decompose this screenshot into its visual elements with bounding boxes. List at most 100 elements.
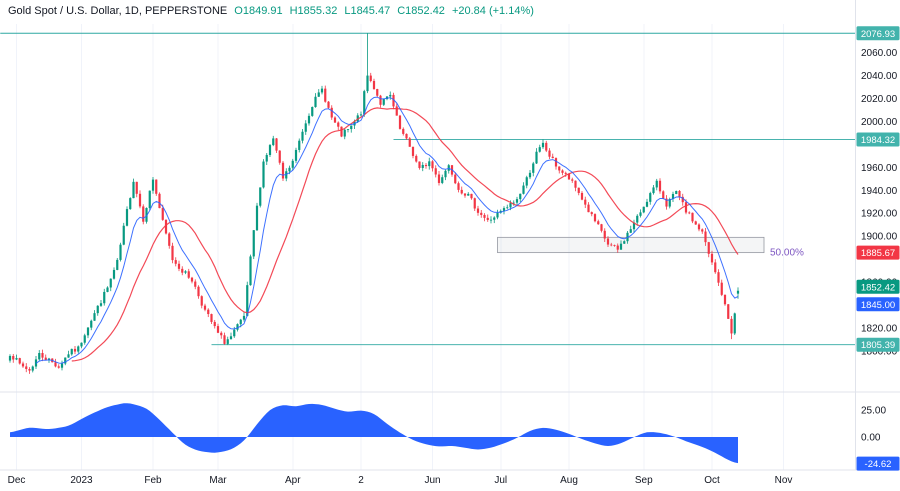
price-label[interactable]: 1845.00 (856, 297, 900, 312)
ohlc-close-value: C1852.42 (397, 5, 445, 17)
candle-body (229, 336, 233, 340)
candle-body (330, 107, 333, 118)
candle-body (366, 75, 369, 92)
price-tick-label: 1920.00 (861, 209, 898, 220)
time-axis[interactable]: Dec 2023 Feb Mar Apr 2 Jun Jul Aug Sep Oct Nov (8, 475, 793, 486)
candle-body (668, 198, 671, 207)
candle-body (519, 193, 522, 200)
candle-body (528, 172, 532, 178)
candle-body (60, 363, 64, 368)
time-tick-label: Mar (209, 475, 227, 486)
candle-body (600, 224, 603, 231)
candle-body (561, 170, 564, 173)
ma-fast-line[interactable] (35, 96, 739, 364)
candle-body (512, 202, 515, 204)
candle-body (262, 161, 265, 188)
ma-slow-line[interactable] (71, 107, 739, 362)
candle-body (697, 224, 701, 230)
candle-body (584, 199, 587, 205)
candle-body (116, 259, 119, 270)
candle-body (109, 278, 112, 288)
candle-body (597, 221, 600, 225)
candle-body (707, 242, 710, 254)
candle-body (200, 296, 203, 306)
candle-body (324, 88, 327, 102)
candle-body (554, 158, 558, 167)
candle-body (496, 212, 499, 218)
candle-body (736, 290, 740, 294)
candle-body (730, 318, 733, 334)
candle-body (96, 305, 99, 314)
candle-body (125, 209, 129, 226)
indicator-axis[interactable]: 25.00 0.00 -24.62 (856, 406, 900, 471)
candle-body (441, 177, 444, 183)
candle-body (194, 281, 197, 287)
horizontal-level-lines[interactable] (0, 32, 855, 346)
candle-body (272, 138, 275, 146)
candle-body (86, 327, 90, 336)
symbol-legend[interactable]: Gold Spot / U.S. Dollar, 1D, PEPPERSTONE… (8, 4, 534, 18)
price-label[interactable]: 2076.93 (856, 26, 900, 41)
fib-retracement-zone[interactable]: 50.00% (497, 236, 805, 259)
time-tick-label: Aug (560, 475, 578, 486)
svg-text:2076.93: 2076.93 (861, 29, 895, 40)
candle-body (577, 187, 580, 193)
time-tick-label: 2 (358, 475, 364, 486)
candle-body (428, 161, 431, 167)
candle-body (655, 180, 658, 188)
candle-body (223, 335, 226, 344)
candle-body (662, 191, 665, 199)
candle-body (12, 355, 15, 360)
candle-body (57, 366, 60, 368)
price-tick-label: 1800.00 (861, 346, 898, 357)
time-tick-label: Feb (144, 475, 162, 486)
price-tick-label: 1820.00 (861, 323, 898, 334)
candle-body (278, 150, 281, 163)
candle-body (25, 366, 28, 370)
price-label[interactable]: 1984.32 (856, 132, 900, 147)
candle-body (678, 190, 681, 197)
svg-text:-24.62: -24.62 (865, 459, 892, 470)
candle-body (103, 291, 106, 304)
candle-body (506, 207, 509, 209)
candle-body (714, 262, 717, 273)
indicator-pane[interactable] (10, 403, 738, 464)
candle-body (727, 304, 730, 319)
candle-body (473, 198, 476, 209)
candle-body (405, 133, 408, 139)
candle-body (369, 75, 372, 81)
indicator-area[interactable] (10, 403, 738, 464)
candle-body (434, 168, 437, 175)
price-label[interactable]: 1852.42 (856, 279, 900, 294)
candle-body (645, 201, 649, 207)
candle-body (197, 286, 200, 297)
candle-body (385, 96, 389, 100)
candle-body (382, 99, 385, 105)
price-axis[interactable]: 2060.00 2040.00 2020.00 2000.00 1960.00 1940.… (856, 26, 900, 357)
candle-body (389, 94, 392, 97)
candle-body (275, 138, 278, 151)
ohlc-high-value: H1855.32 (289, 5, 338, 17)
candle-body (733, 313, 736, 334)
price-label[interactable]: 1805.39 (856, 337, 900, 352)
candle-body (210, 314, 213, 322)
symbol-title[interactable]: Gold Spot / U.S. Dollar, 1D, PEPPERSTONE (8, 5, 228, 17)
candle-body (190, 277, 194, 282)
candle-body (701, 229, 704, 232)
candle-body (688, 212, 691, 214)
candle-body (470, 193, 473, 199)
candle-body (639, 212, 642, 216)
candle-body (38, 353, 41, 360)
candle-body (632, 222, 636, 230)
candle-body (379, 95, 382, 105)
candle-body (463, 193, 467, 196)
candle-body (171, 245, 174, 261)
price-label[interactable]: 1885.67 (856, 245, 900, 260)
candle-body (476, 208, 480, 213)
candle-body (255, 205, 259, 231)
candle-body (460, 189, 463, 194)
candle-body (457, 183, 460, 190)
candle-body (346, 129, 350, 130)
candle-body (541, 142, 545, 148)
